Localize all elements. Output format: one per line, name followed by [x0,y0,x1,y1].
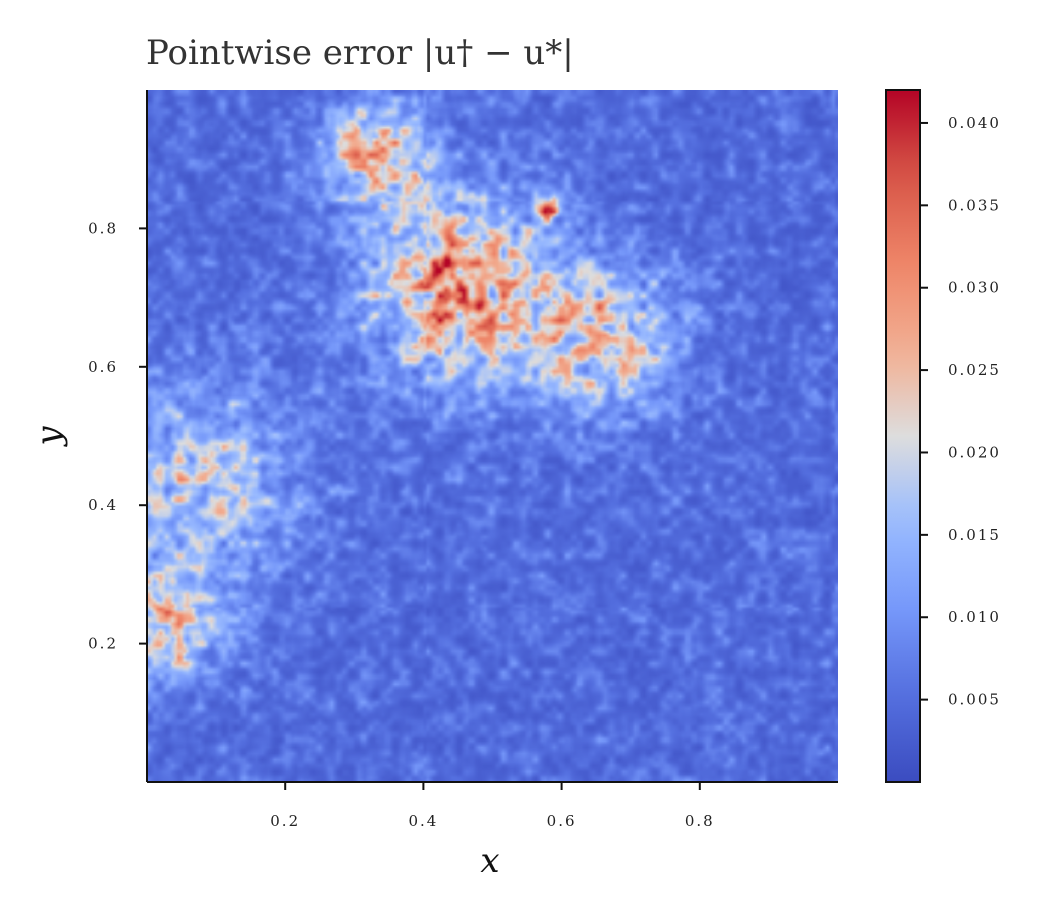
colorbar-tick-label: 0.030 [948,279,1001,297]
colorbar-ticks: 0.005 0.010 0.015 0.020 0.025 0.030 0.035 0.040 [920,114,1001,709]
colorbar-tick-label: 0.005 [948,691,1001,709]
y-tick-label: 0.2 [88,635,118,653]
colorbar-tick-label: 0.025 [948,361,1001,379]
x-tick-label: 0.8 [685,812,715,830]
colorbar-tick-label: 0.035 [948,196,1001,214]
colorbar-tick-label: 0.020 [948,443,1001,461]
y-axis-ticks: 0.2 0.4 0.6 0.8 [88,219,147,653]
y-tick-label: 0.6 [88,358,118,376]
colorbar-tick-label: 0.015 [948,526,1001,544]
x-tick-label: 0.4 [408,812,438,830]
x-tick-label: 0.6 [547,812,577,830]
colorbar-tick-label: 0.010 [948,608,1001,626]
colorbar-tick-label: 0.040 [948,114,1001,132]
x-axis-ticks: 0.2 0.4 0.6 0.8 [270,782,715,830]
y-axis-label: y [29,426,69,448]
chart-title: Pointwise error |u† − u*| [146,33,574,73]
heatmap-image [147,90,838,782]
x-tick-label: 0.2 [270,812,300,830]
y-tick-label: 0.8 [88,219,118,237]
colorbar [885,89,921,783]
y-tick-label: 0.4 [88,496,118,514]
x-axis-label: x [480,841,499,881]
